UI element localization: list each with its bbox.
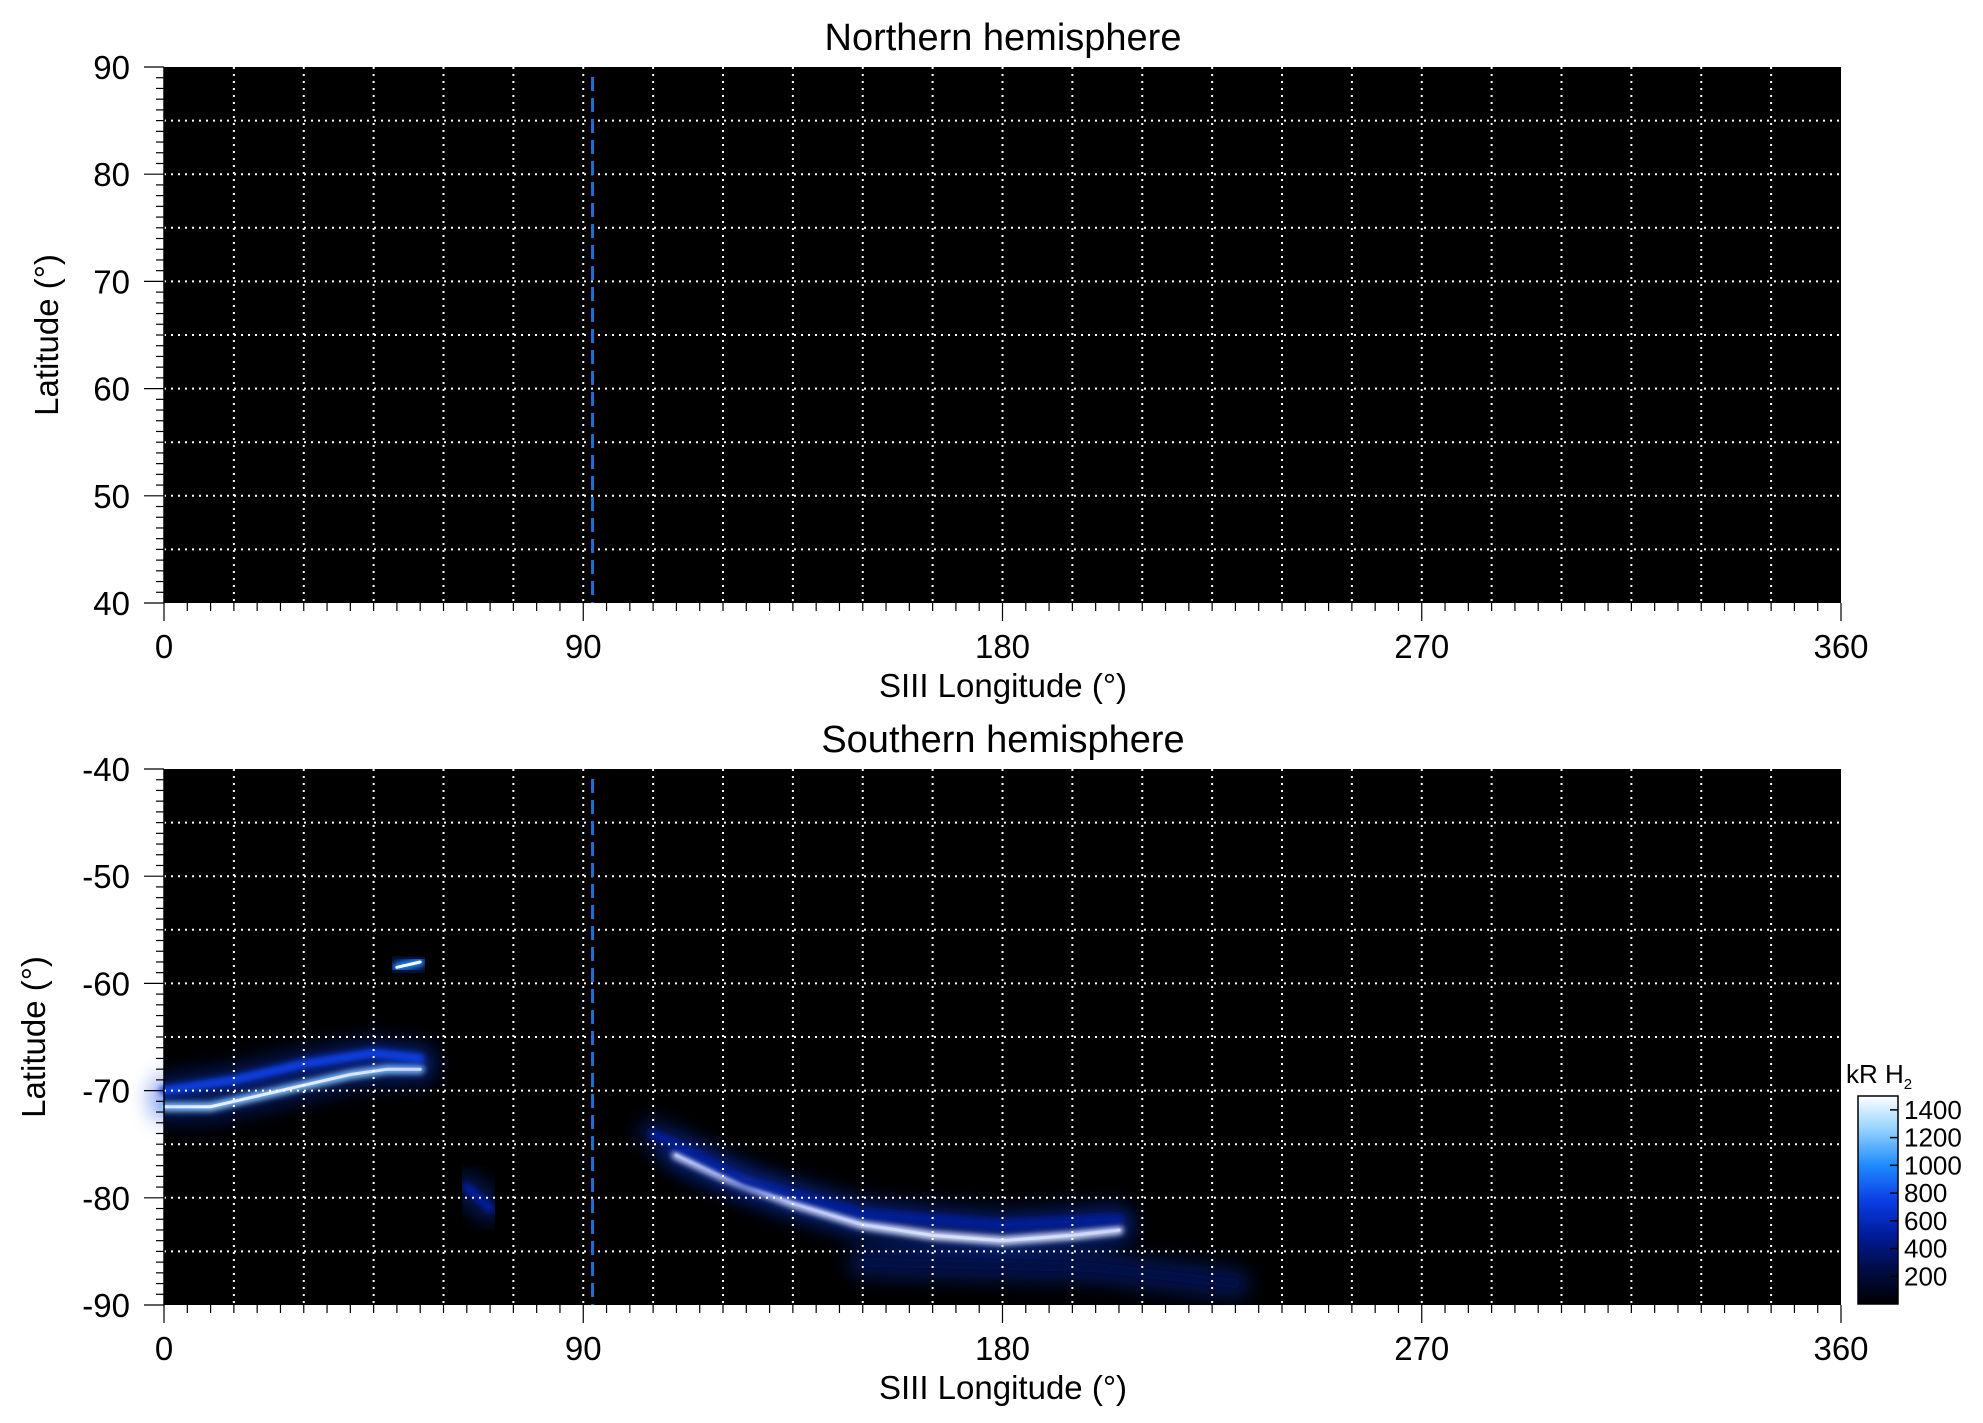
- colorbar-tick-label: 1000: [1904, 1150, 1962, 1180]
- x-tick-label: 90: [565, 628, 602, 665]
- x-tick-label: 0: [155, 1330, 173, 1367]
- x-tick-label: 180: [975, 1330, 1030, 1367]
- panel-title: Northern hemisphere: [825, 17, 1182, 59]
- y-tick-label: -90: [82, 1287, 130, 1324]
- emission-patch-80: [462, 1182, 495, 1213]
- y-tick-label: -80: [82, 1180, 130, 1217]
- colorbar-tick-label: 800: [1904, 1178, 1947, 1208]
- colorbar-tick-label: 1200: [1904, 1123, 1962, 1153]
- x-tick-label: 270: [1394, 1330, 1449, 1367]
- y-tick-label: -70: [82, 1073, 130, 1110]
- colorbar-bar: [1857, 1095, 1899, 1305]
- y-tick-label: 90: [93, 49, 130, 86]
- x-tick-label: 360: [1813, 1330, 1868, 1367]
- y-tick-label: 80: [93, 156, 130, 193]
- y-tick-label: -60: [82, 965, 130, 1002]
- y-tick-label: 40: [93, 585, 130, 622]
- grid-lines: [164, 67, 1841, 603]
- y-axis-label: Latitude (°): [28, 254, 65, 416]
- y-tick-label: 50: [93, 478, 130, 515]
- x-axis: 0 90 180 270 360: [155, 1305, 1869, 1367]
- panel-title: Southern hemisphere: [821, 719, 1184, 761]
- colorbar-tick-label: 1400: [1904, 1095, 1962, 1125]
- y-axis-label: Latitude (°): [15, 956, 52, 1118]
- colorbar-tick-label: 600: [1904, 1206, 1947, 1236]
- y-tick-label: 70: [93, 263, 130, 300]
- y-tick-label: -40: [82, 751, 130, 788]
- x-tick-label: 270: [1394, 628, 1449, 665]
- x-tick-label: 0: [155, 628, 173, 665]
- x-axis-label: SIII Longitude (°): [879, 1369, 1127, 1406]
- y-tick-label: -50: [82, 858, 130, 895]
- colorbar-label: kR H2: [1846, 1059, 1912, 1093]
- colorbar-tick-label: 200: [1904, 1261, 1947, 1291]
- y-axis: 90 80 70 60 50 40: [93, 49, 165, 622]
- x-tick-label: 90: [565, 1330, 602, 1367]
- colorbar-tick-label: 400: [1904, 1234, 1947, 1264]
- emission-arc-outer: [648, 1129, 1124, 1230]
- x-axis: 0 90 180 270 360: [155, 603, 1869, 665]
- x-tick-label: 360: [1813, 628, 1868, 665]
- emission-core: [395, 960, 422, 969]
- northern-panel: Northern hemisphere 90 80 70 60 50 40 0 90 180 2…: [28, 17, 1869, 704]
- x-axis-label: SIII Longitude (°): [879, 667, 1127, 704]
- y-axis: -40 -50 -60 -70 -80 -90: [82, 751, 165, 1324]
- grid-lines: [164, 769, 1841, 1305]
- southern-panel: Southern hemisphere -40 -50 -60 -70 -80 -90 0…: [15, 719, 1869, 1406]
- emission-low-band: [858, 1257, 1240, 1289]
- y-tick-label: 60: [93, 371, 130, 408]
- x-tick-label: 180: [975, 628, 1030, 665]
